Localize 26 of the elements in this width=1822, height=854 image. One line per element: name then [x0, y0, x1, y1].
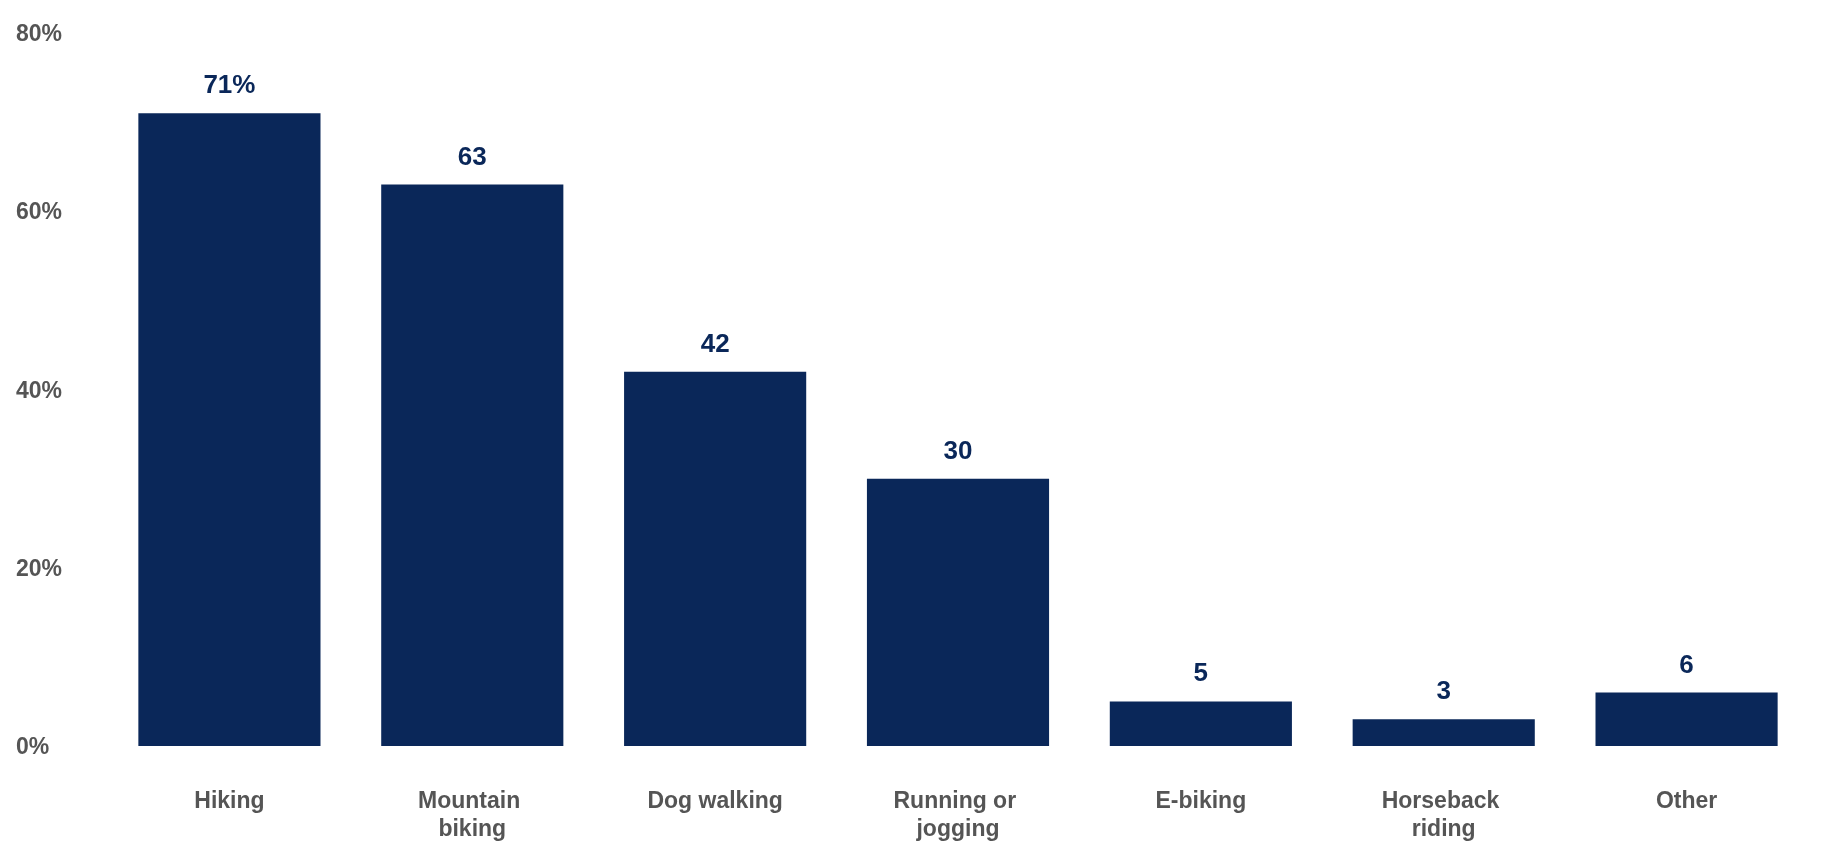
x-tick-label: Running or jogging — [893, 787, 1023, 841]
y-tick-label: 0% — [16, 733, 50, 759]
y-tick-label: 20% — [16, 554, 63, 581]
y-tick-label: 60% — [16, 198, 63, 225]
bar — [381, 184, 564, 746]
bar — [1595, 692, 1778, 746]
data-label: 3 — [1436, 675, 1451, 706]
y-tick-label: 40% — [16, 376, 63, 403]
x-tick-label: Hiking — [194, 787, 265, 813]
bar — [624, 371, 807, 746]
data-label: 42 — [700, 327, 730, 358]
data-label: 63 — [457, 140, 487, 171]
data-label: 5 — [1193, 657, 1209, 688]
bar — [138, 113, 321, 746]
data-label: 6 — [1679, 648, 1694, 679]
data-label: 71% — [203, 69, 256, 100]
x-tick-label: E-biking — [1155, 787, 1247, 813]
bar — [1352, 719, 1535, 746]
x-tick-label: Horseback riding — [1381, 787, 1506, 841]
bar — [1109, 701, 1292, 746]
x-tick-label: Mountain biking — [417, 787, 527, 841]
bar — [866, 478, 1050, 746]
data-label: 30 — [943, 434, 973, 465]
x-tick-label: Other — [1655, 787, 1718, 813]
y-tick-label: 80% — [16, 20, 63, 46]
x-tick-label: Dog walking — [647, 787, 783, 813]
